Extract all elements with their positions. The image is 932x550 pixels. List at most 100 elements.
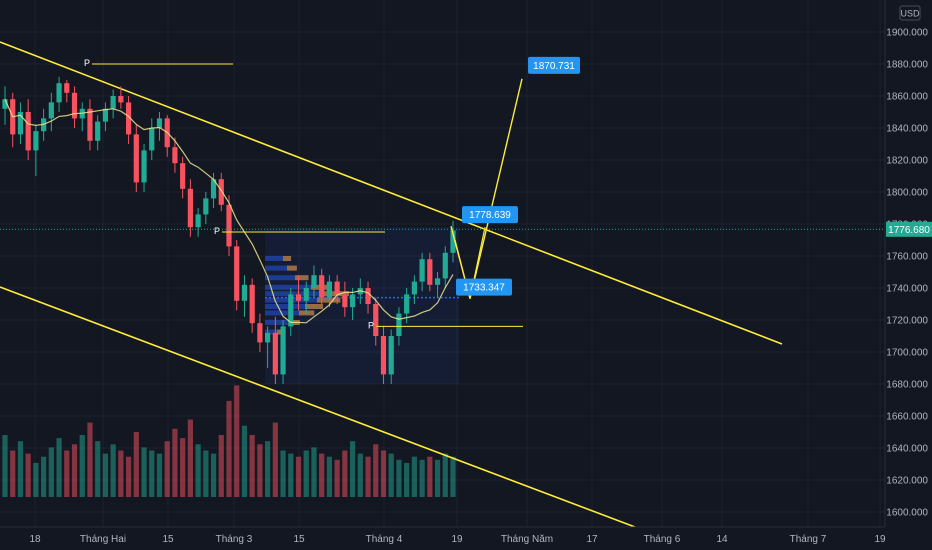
candle-body bbox=[141, 150, 147, 183]
projection-path-2 bbox=[454, 227, 486, 299]
price-tick-label: 1720.000 bbox=[886, 316, 928, 327]
volume-bar bbox=[442, 453, 448, 497]
candle-body bbox=[17, 112, 24, 135]
volume-bar bbox=[326, 456, 333, 497]
price-callout[interactable]: 1778.639 bbox=[462, 206, 518, 224]
callout-box bbox=[462, 206, 518, 224]
candle-body bbox=[172, 147, 178, 164]
price-tick-label: 1660.000 bbox=[886, 412, 928, 423]
volume-bar bbox=[110, 444, 116, 497]
price-tick-label: 1860.000 bbox=[886, 92, 928, 103]
volume-profile-bar bbox=[317, 297, 341, 303]
volume-bar bbox=[149, 450, 155, 497]
candle-body bbox=[303, 288, 309, 301]
volume-bar bbox=[303, 450, 309, 497]
candle-body bbox=[33, 131, 39, 151]
candle-body bbox=[95, 121, 101, 141]
candle-body bbox=[118, 96, 124, 103]
callout-box bbox=[528, 56, 580, 74]
volume-bar bbox=[434, 459, 441, 497]
volume-bar bbox=[48, 447, 54, 497]
candle-body bbox=[280, 326, 286, 375]
volume-bar bbox=[334, 459, 340, 497]
grid bbox=[0, 0, 885, 527]
time-tick-label: 19 bbox=[874, 534, 886, 545]
volume-bar bbox=[156, 453, 163, 497]
channel-upper-line[interactable] bbox=[0, 41, 783, 345]
volume-bar bbox=[280, 450, 286, 497]
current-price-label: 1776.680 bbox=[888, 225, 930, 236]
volume-profile-bar bbox=[265, 265, 287, 271]
price-tick-label: 1740.000 bbox=[886, 284, 928, 295]
time-axis[interactable]: 18 Tháng Hai 15 Tháng 3 15 Tháng 4 19 Tháng Năm… bbox=[29, 534, 886, 545]
candle-body bbox=[319, 275, 325, 298]
volume-bar bbox=[388, 453, 394, 497]
time-tick-label: Tháng 6 bbox=[644, 534, 681, 545]
channel-lines[interactable] bbox=[0, 41, 783, 528]
channel-lower-line[interactable] bbox=[0, 286, 636, 528]
candle-body bbox=[133, 134, 139, 183]
volume-bar bbox=[427, 456, 433, 497]
volume-bar bbox=[241, 425, 248, 497]
time-tick-label: Tháng 4 bbox=[366, 534, 403, 545]
candle-body bbox=[388, 336, 394, 375]
volume-profile-bar bbox=[277, 329, 283, 335]
candle-body bbox=[442, 252, 448, 279]
moving-average-line bbox=[4, 98, 454, 324]
candle-body bbox=[257, 323, 263, 343]
volume-bar bbox=[118, 450, 124, 497]
time-tick-label: 14 bbox=[716, 534, 728, 545]
price-callout[interactable]: 1870.731 bbox=[528, 56, 580, 74]
volume-bar bbox=[187, 419, 193, 497]
volume-bar bbox=[249, 435, 255, 497]
volume-bar bbox=[226, 400, 232, 497]
candle-body bbox=[272, 332, 278, 375]
currency-label: USD bbox=[900, 9, 920, 19]
candle-body bbox=[226, 204, 232, 247]
overlay: P P P 1870.731 1778.639 1733.347 bbox=[0, 56, 885, 330]
price-tick-label: 1840.000 bbox=[886, 124, 928, 135]
volume-bar bbox=[125, 456, 132, 497]
candle-body bbox=[450, 230, 456, 253]
volume-profile-bar bbox=[265, 310, 299, 316]
time-tick-label: 15 bbox=[162, 534, 174, 545]
volume-bar bbox=[133, 431, 139, 497]
volume-bar bbox=[234, 385, 240, 497]
candle-body bbox=[349, 294, 356, 308]
volume-bar bbox=[257, 444, 263, 497]
volume-profile-bar bbox=[295, 275, 309, 281]
volume-bar bbox=[365, 456, 371, 497]
price-tick-label: 1880.000 bbox=[886, 60, 928, 71]
candle-body bbox=[427, 259, 433, 285]
volume-bar bbox=[404, 462, 410, 497]
candle-body bbox=[87, 108, 93, 141]
candle-body bbox=[249, 284, 255, 324]
volume-bar bbox=[357, 453, 363, 497]
volume-bar bbox=[319, 453, 325, 497]
candle-body bbox=[2, 99, 8, 109]
candle-body bbox=[25, 112, 31, 151]
volume-bar bbox=[180, 438, 186, 497]
volume-bar bbox=[172, 428, 178, 497]
volume-bar bbox=[64, 450, 70, 497]
candle-body bbox=[326, 281, 333, 298]
volume-bar bbox=[33, 462, 39, 497]
callout-box bbox=[456, 278, 512, 296]
volume-bar bbox=[342, 450, 348, 497]
volume-bar bbox=[411, 456, 417, 497]
price-tick-label: 1800.000 bbox=[886, 188, 928, 199]
volume-bar bbox=[311, 447, 317, 497]
price-axis[interactable]: 1600.000 1620.000 1640.000 1660.000 1680.000… bbox=[886, 28, 928, 519]
volume-profile-bar bbox=[283, 256, 292, 261]
candle-body bbox=[71, 92, 78, 119]
volume-bars bbox=[2, 385, 456, 497]
candle-body bbox=[396, 313, 402, 336]
time-tick-label: 19 bbox=[451, 534, 463, 545]
volume-bar bbox=[203, 450, 209, 497]
candle-body bbox=[48, 102, 54, 119]
volume-bar bbox=[272, 422, 278, 497]
volume-bar bbox=[380, 450, 387, 497]
currency-badge[interactable]: USD bbox=[899, 5, 921, 21]
price-callout[interactable]: 1733.347 bbox=[456, 278, 512, 296]
